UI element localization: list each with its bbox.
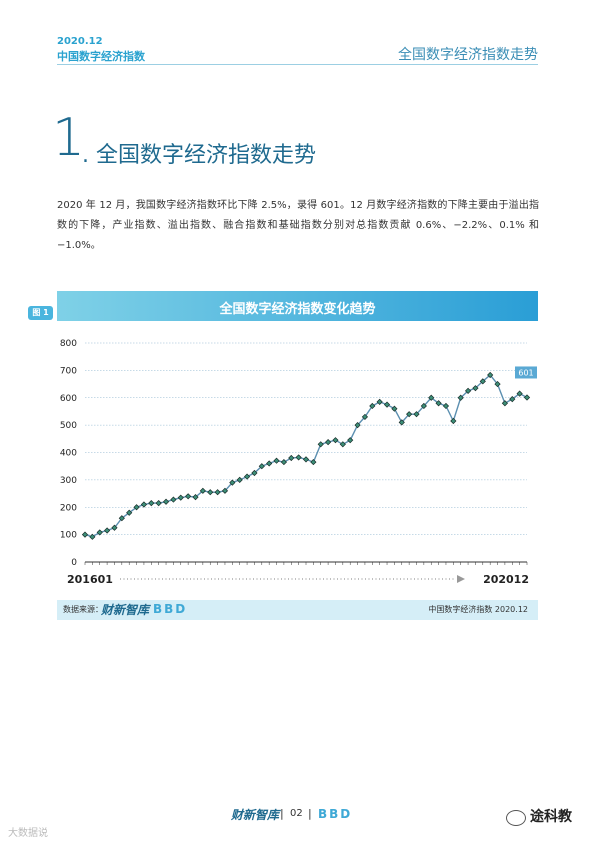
data-point	[236, 476, 243, 483]
section-title: . 全国数字经济指数走势	[82, 143, 316, 168]
chart-title: 全国数字经济指数变化趋势	[219, 302, 376, 317]
chart-title-bar: 全国数字经济指数变化趋势	[57, 291, 538, 321]
source-label: 数据来源：	[63, 605, 103, 614]
page-number: 02	[290, 808, 303, 819]
data-point	[501, 400, 508, 407]
data-point	[170, 496, 177, 503]
data-point	[243, 473, 251, 480]
watermark-left: 大数据说	[8, 828, 48, 839]
line-chart: 0 100 200 300 400 500 600 700 800 601 201601 202012	[60, 339, 537, 586]
data-point	[133, 504, 140, 511]
data-point	[104, 527, 111, 534]
data-point	[442, 402, 450, 410]
data-point	[111, 524, 118, 531]
data-point	[369, 402, 376, 410]
data-point	[339, 441, 346, 448]
data-point	[450, 417, 457, 425]
figure-badge: 图 1	[28, 306, 53, 320]
footer-separator-2: |	[308, 807, 312, 820]
y-tick-label: 400	[60, 449, 77, 459]
data-point	[347, 437, 354, 444]
header-section-title: 全国数字经济指数走势	[398, 47, 538, 63]
y-tick-label: 300	[60, 476, 77, 486]
y-tick-label: 500	[60, 421, 77, 431]
data-point	[391, 405, 398, 412]
y-tick-label: 800	[60, 339, 77, 349]
y-tick-label: 0	[71, 558, 77, 568]
data-point	[199, 487, 206, 494]
data-point	[435, 400, 442, 407]
data-point	[280, 458, 287, 466]
data-point	[479, 378, 486, 385]
y-tick-label: 200	[60, 503, 77, 513]
source-right-text: 中国数字经济指数 2020.12	[428, 605, 528, 614]
data-point	[516, 390, 523, 397]
data-point	[317, 441, 324, 448]
watermark-right: 途科教	[530, 809, 572, 825]
data-point	[428, 394, 435, 401]
data-point	[420, 402, 427, 410]
last-value-label-bg	[515, 366, 537, 379]
data-point	[361, 413, 369, 421]
data-point	[302, 456, 310, 463]
data-point	[192, 494, 199, 501]
data-point	[457, 394, 464, 401]
data-point	[472, 385, 479, 392]
caixin-logo: 财新智库	[101, 603, 150, 617]
data-point	[221, 487, 229, 494]
source-bar: 数据来源： 财新智库 BBD 中国数字经济指数 2020.12	[57, 600, 538, 620]
data-point	[148, 500, 155, 507]
data-point	[126, 509, 133, 516]
data-point	[487, 371, 494, 379]
data-point	[413, 411, 420, 418]
data-point	[509, 396, 516, 403]
data-point	[398, 419, 405, 426]
header-divider	[57, 64, 538, 65]
data-point	[288, 454, 295, 462]
x-axis-arrowhead	[457, 575, 465, 583]
x-start-label: 201601	[67, 573, 113, 586]
data-point	[251, 469, 258, 477]
header-report-name: 中国数字经济指数	[57, 50, 145, 63]
y-tick-label: 100	[60, 531, 77, 541]
data-point	[332, 437, 339, 444]
y-tick-label: 600	[60, 394, 77, 404]
data-point	[185, 493, 192, 500]
data-point	[229, 479, 236, 486]
data-point	[523, 394, 531, 401]
body-paragraph: 2020 年 12 月，我国数字经济指数环比下降 2.5%，录得 601。12 …	[57, 200, 539, 251]
data-point	[376, 398, 383, 405]
footer-separator-1: |	[280, 807, 284, 820]
data-point	[464, 387, 472, 395]
header-date: 2020.12	[57, 36, 103, 47]
x-end-label: 202012	[483, 573, 529, 586]
data-point	[177, 494, 184, 501]
footer-caixin-logo: 财新智库	[231, 808, 280, 822]
data-point	[354, 422, 361, 429]
data-point	[89, 533, 96, 540]
data-point	[273, 457, 280, 464]
data-point	[155, 500, 162, 507]
data-point	[96, 529, 103, 536]
data-point	[494, 380, 501, 388]
y-tick-label: 700	[60, 366, 77, 376]
data-point	[81, 531, 89, 538]
data-point	[406, 411, 413, 418]
data-point	[325, 439, 332, 446]
data-point	[295, 454, 302, 461]
section-number: 1	[52, 108, 86, 168]
data-point	[118, 515, 125, 522]
data-point	[214, 489, 221, 496]
data-point	[383, 401, 391, 408]
bbd-logo: BBD	[153, 602, 188, 616]
data-point	[162, 498, 170, 505]
wechat-icon	[506, 810, 526, 826]
data-point	[266, 460, 273, 467]
data-point	[310, 458, 317, 466]
footer-bbd-logo: BBD	[318, 807, 353, 821]
last-value-label: 601	[518, 368, 533, 377]
data-point	[258, 463, 265, 470]
data-point	[207, 489, 214, 496]
data-point	[140, 501, 148, 508]
